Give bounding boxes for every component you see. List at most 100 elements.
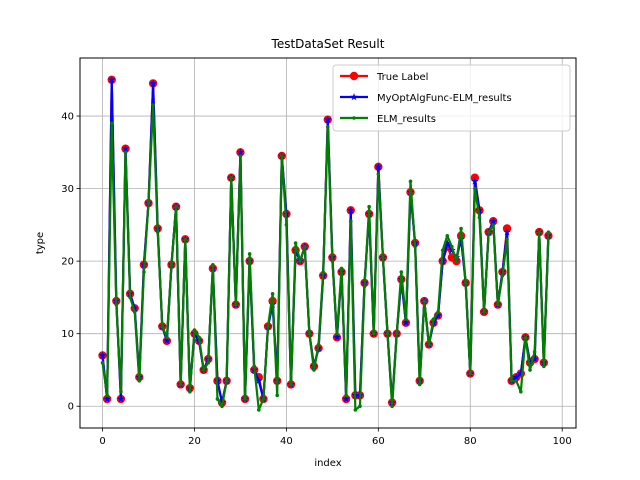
series-point <box>500 273 505 278</box>
series-point <box>434 311 442 319</box>
series-point <box>422 299 427 303</box>
series-line <box>101 104 550 411</box>
series-point <box>330 259 335 263</box>
series-point <box>211 262 215 267</box>
series-point <box>491 223 496 227</box>
series-point <box>255 376 263 385</box>
series-point <box>289 382 293 387</box>
series-point <box>427 342 431 347</box>
series-point <box>486 230 491 234</box>
series-point <box>399 270 404 274</box>
series-point <box>123 150 128 155</box>
x-tick-label: 40 <box>280 436 293 447</box>
legend-marker <box>352 116 356 120</box>
series-point <box>174 204 178 209</box>
series-point <box>542 364 546 369</box>
series-point <box>546 230 551 234</box>
series-point <box>402 318 410 327</box>
series-point <box>236 148 245 156</box>
series-point <box>270 291 275 296</box>
series-point <box>165 335 169 340</box>
legend-marker <box>350 93 358 101</box>
series-layer <box>98 75 553 412</box>
series-point <box>261 397 266 401</box>
axis-ticks: 0 20 40 60 80 100 0 10 20 30 40 <box>61 112 571 447</box>
series-point <box>206 360 211 365</box>
series-point <box>142 270 146 274</box>
series-point <box>149 79 157 87</box>
series-point <box>454 259 459 263</box>
series-point <box>443 239 452 247</box>
series-point <box>528 368 532 372</box>
series-point <box>496 302 500 307</box>
series-point <box>404 317 408 321</box>
series-point <box>381 255 385 260</box>
series-point <box>344 393 348 398</box>
series-point <box>284 223 289 227</box>
series-point <box>440 248 445 253</box>
series-point <box>169 262 174 267</box>
series-point <box>312 368 316 372</box>
y-axis-label: type <box>35 232 46 254</box>
series-point <box>321 270 325 274</box>
series-point <box>325 125 330 129</box>
series-point <box>450 244 454 249</box>
series-point <box>178 382 183 387</box>
series-point <box>475 206 484 214</box>
series-point <box>408 179 413 184</box>
series-point <box>509 379 514 383</box>
series-point <box>431 317 436 321</box>
series-point <box>385 331 390 336</box>
series-point <box>163 336 171 345</box>
series-point <box>316 342 321 347</box>
series-point <box>98 351 107 359</box>
series-point <box>234 302 238 307</box>
legend: True Label MyOptAlgFunc-ELM_results ELM_re… <box>332 64 571 132</box>
series-point <box>215 397 220 401</box>
y-tick-label: 0 <box>68 402 74 413</box>
legend-entry-label: True Label <box>376 72 428 83</box>
series-point <box>523 335 528 340</box>
series-point <box>197 335 201 340</box>
series-point <box>390 404 394 409</box>
x-tick-label: 0 <box>99 436 105 447</box>
series-point <box>280 154 284 158</box>
series-point <box>247 252 252 256</box>
series-point <box>333 333 341 341</box>
series-point <box>307 331 312 336</box>
series-point <box>243 397 247 401</box>
series-point <box>229 175 234 180</box>
series-point <box>335 331 339 336</box>
series-point <box>436 310 440 314</box>
y-tick-label: 20 <box>61 257 74 268</box>
series-point <box>105 393 109 398</box>
series-point <box>512 373 521 381</box>
series-point <box>238 154 243 158</box>
series-point <box>107 75 116 83</box>
series-point <box>367 204 371 209</box>
series-point <box>100 360 105 365</box>
series-point <box>413 244 417 249</box>
series-point <box>353 408 358 412</box>
series-point <box>519 389 523 394</box>
series-point <box>132 310 137 314</box>
series-point <box>160 324 165 329</box>
series-point <box>459 226 463 231</box>
series-point <box>530 355 539 363</box>
series-3 <box>100 103 551 412</box>
series-point <box>293 241 298 245</box>
series-point <box>342 394 350 403</box>
series-point <box>257 408 261 412</box>
series-point <box>109 121 114 126</box>
series-point <box>302 244 307 249</box>
y-tick-label: 30 <box>61 184 74 195</box>
series-point <box>348 219 353 224</box>
series-point <box>463 281 468 285</box>
series-point <box>192 328 197 332</box>
series-point <box>514 379 519 383</box>
series-point <box>252 364 257 369</box>
series-point <box>477 215 482 220</box>
series-point <box>121 144 130 152</box>
series-point <box>117 394 125 403</box>
